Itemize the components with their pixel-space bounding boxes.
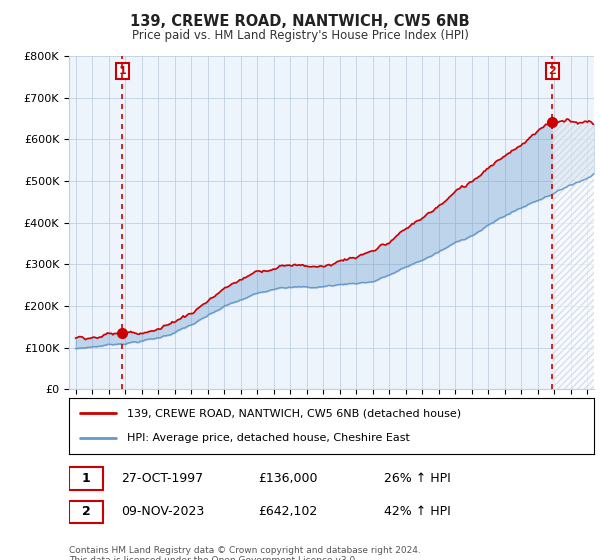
FancyBboxPatch shape — [69, 501, 103, 524]
Text: Contains HM Land Registry data © Crown copyright and database right 2024.
This d: Contains HM Land Registry data © Crown c… — [69, 546, 421, 560]
Text: 139, CREWE ROAD, NANTWICH, CW5 6NB: 139, CREWE ROAD, NANTWICH, CW5 6NB — [130, 14, 470, 29]
Text: Price paid vs. HM Land Registry's House Price Index (HPI): Price paid vs. HM Land Registry's House … — [131, 29, 469, 42]
Text: £136,000: £136,000 — [258, 472, 317, 485]
Text: 2: 2 — [82, 506, 91, 519]
Text: 1: 1 — [82, 472, 91, 485]
Text: 09-NOV-2023: 09-NOV-2023 — [121, 506, 205, 519]
Text: 26% ↑ HPI: 26% ↑ HPI — [384, 472, 451, 485]
Text: HPI: Average price, detached house, Cheshire East: HPI: Average price, detached house, Ches… — [127, 433, 410, 443]
Text: 1: 1 — [118, 66, 126, 76]
FancyBboxPatch shape — [69, 467, 103, 490]
Text: 2: 2 — [548, 66, 556, 76]
Text: 27-OCT-1997: 27-OCT-1997 — [121, 472, 203, 485]
Text: 42% ↑ HPI: 42% ↑ HPI — [384, 506, 451, 519]
Text: £642,102: £642,102 — [258, 506, 317, 519]
Text: 139, CREWE ROAD, NANTWICH, CW5 6NB (detached house): 139, CREWE ROAD, NANTWICH, CW5 6NB (deta… — [127, 408, 461, 418]
